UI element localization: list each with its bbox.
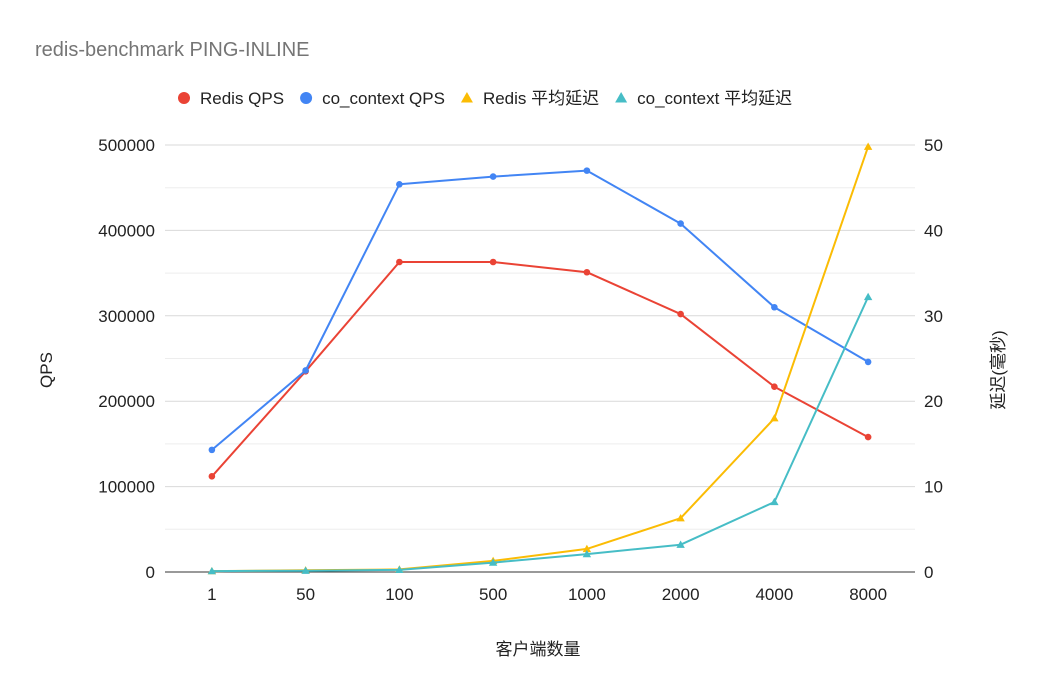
data-point xyxy=(583,167,591,174)
y2-tick-label: 50 xyxy=(924,136,943,155)
data-point xyxy=(489,173,497,180)
data-point xyxy=(771,383,778,390)
data-point xyxy=(771,303,778,311)
x-tick-label: 50 xyxy=(296,585,315,604)
y-tick-label: 400000 xyxy=(98,221,155,240)
y-axis-title: QPS xyxy=(37,352,56,388)
data-point xyxy=(863,292,873,301)
legend-item: Redis 平均延迟 xyxy=(460,89,599,108)
chart-title: redis-benchmark PING-INLINE xyxy=(35,39,310,61)
y2-tick-label: 10 xyxy=(924,478,943,497)
x-tick-label: 1000 xyxy=(568,585,606,604)
x-tick-label: 500 xyxy=(479,585,507,604)
x-tick-label: 4000 xyxy=(755,585,793,604)
data-point xyxy=(582,544,592,553)
y-tick-label: 100000 xyxy=(98,478,155,497)
series-line-co-context-qps xyxy=(211,169,869,451)
legend-label: Redis 平均延迟 xyxy=(483,89,599,108)
data-point xyxy=(208,473,216,480)
data-point xyxy=(864,358,872,366)
x-axis-title: 客户端数量 xyxy=(496,640,581,659)
legend-marker xyxy=(460,92,473,103)
data-point xyxy=(488,558,498,566)
x-tick-label: 1 xyxy=(207,585,216,604)
data-point xyxy=(863,142,873,150)
data-point xyxy=(489,258,497,266)
y2-tick-label: 40 xyxy=(924,221,943,240)
data-point xyxy=(677,310,684,318)
legend: Redis QPS co_context QPS Redis 平均延迟 co_cont… xyxy=(178,89,792,108)
data-point xyxy=(207,566,217,575)
legend-marker xyxy=(615,92,628,103)
y2-tick-label: 30 xyxy=(924,307,943,326)
legend-marker xyxy=(178,92,190,104)
data-point xyxy=(770,414,779,422)
grid-lines xyxy=(165,144,915,573)
x-tick-label: 2000 xyxy=(662,585,700,604)
x-tick-label: 8000 xyxy=(849,585,887,604)
data-point xyxy=(395,565,404,574)
data-point xyxy=(582,549,592,558)
legend-marker xyxy=(300,92,313,104)
data-point xyxy=(302,367,309,374)
data-point xyxy=(677,220,684,227)
legend-label: Redis QPS xyxy=(200,89,284,108)
data-point xyxy=(770,497,779,506)
legend-item: co_context 平均延迟 xyxy=(615,89,792,108)
legend-item: co_context QPS xyxy=(300,89,445,108)
data-point xyxy=(583,268,591,276)
series-layer xyxy=(207,142,873,575)
data-point xyxy=(396,180,403,188)
data-point xyxy=(864,433,872,441)
data-point xyxy=(301,566,310,574)
legend-label: co_context 平均延迟 xyxy=(637,89,792,108)
series-line-redis-qps xyxy=(211,261,869,478)
data-point xyxy=(676,540,685,548)
axis-ticks: 0 100000 200000 300000 400000 500000 0 10 20 30 40… xyxy=(98,136,943,604)
legend-label: co_context QPS xyxy=(322,89,445,108)
y2-axis-title: 延迟(毫秒) xyxy=(989,330,1008,409)
y-tick-label: 0 xyxy=(146,563,155,582)
data-point xyxy=(676,513,685,522)
y-tick-label: 500000 xyxy=(98,136,155,155)
y2-tick-label: 20 xyxy=(924,392,943,411)
legend-item: Redis QPS xyxy=(178,89,284,108)
series-line-co-context xyxy=(211,296,870,573)
x-tick-label: 100 xyxy=(385,585,413,604)
data-point xyxy=(208,446,216,454)
y-tick-label: 300000 xyxy=(98,307,155,326)
data-point xyxy=(396,258,403,266)
y2-tick-label: 0 xyxy=(924,563,933,582)
y-tick-label: 200000 xyxy=(98,392,155,411)
